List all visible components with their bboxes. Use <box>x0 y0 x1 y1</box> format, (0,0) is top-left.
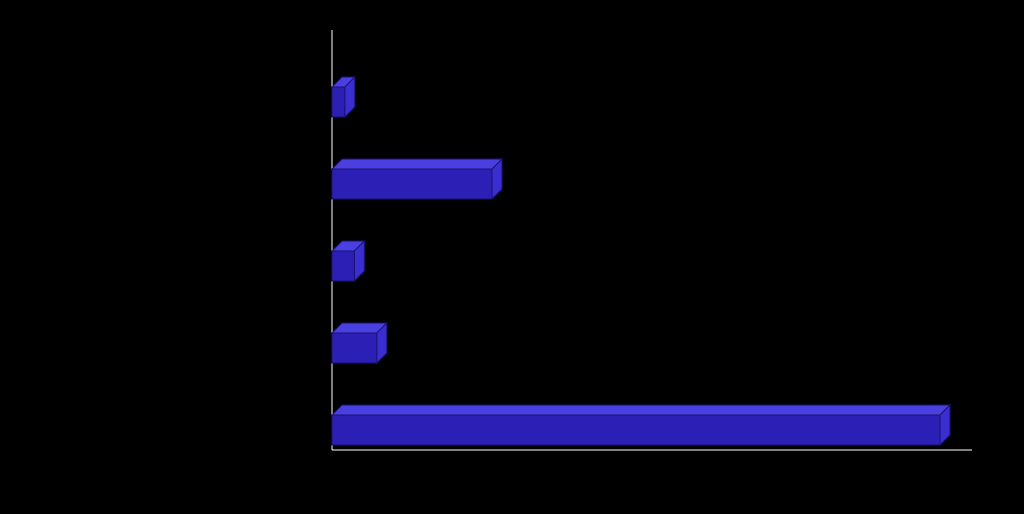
bar <box>332 405 950 445</box>
bar-chart <box>332 30 972 450</box>
bar <box>332 159 502 199</box>
bar <box>332 241 364 281</box>
bar <box>332 77 355 117</box>
bar <box>332 323 387 363</box>
